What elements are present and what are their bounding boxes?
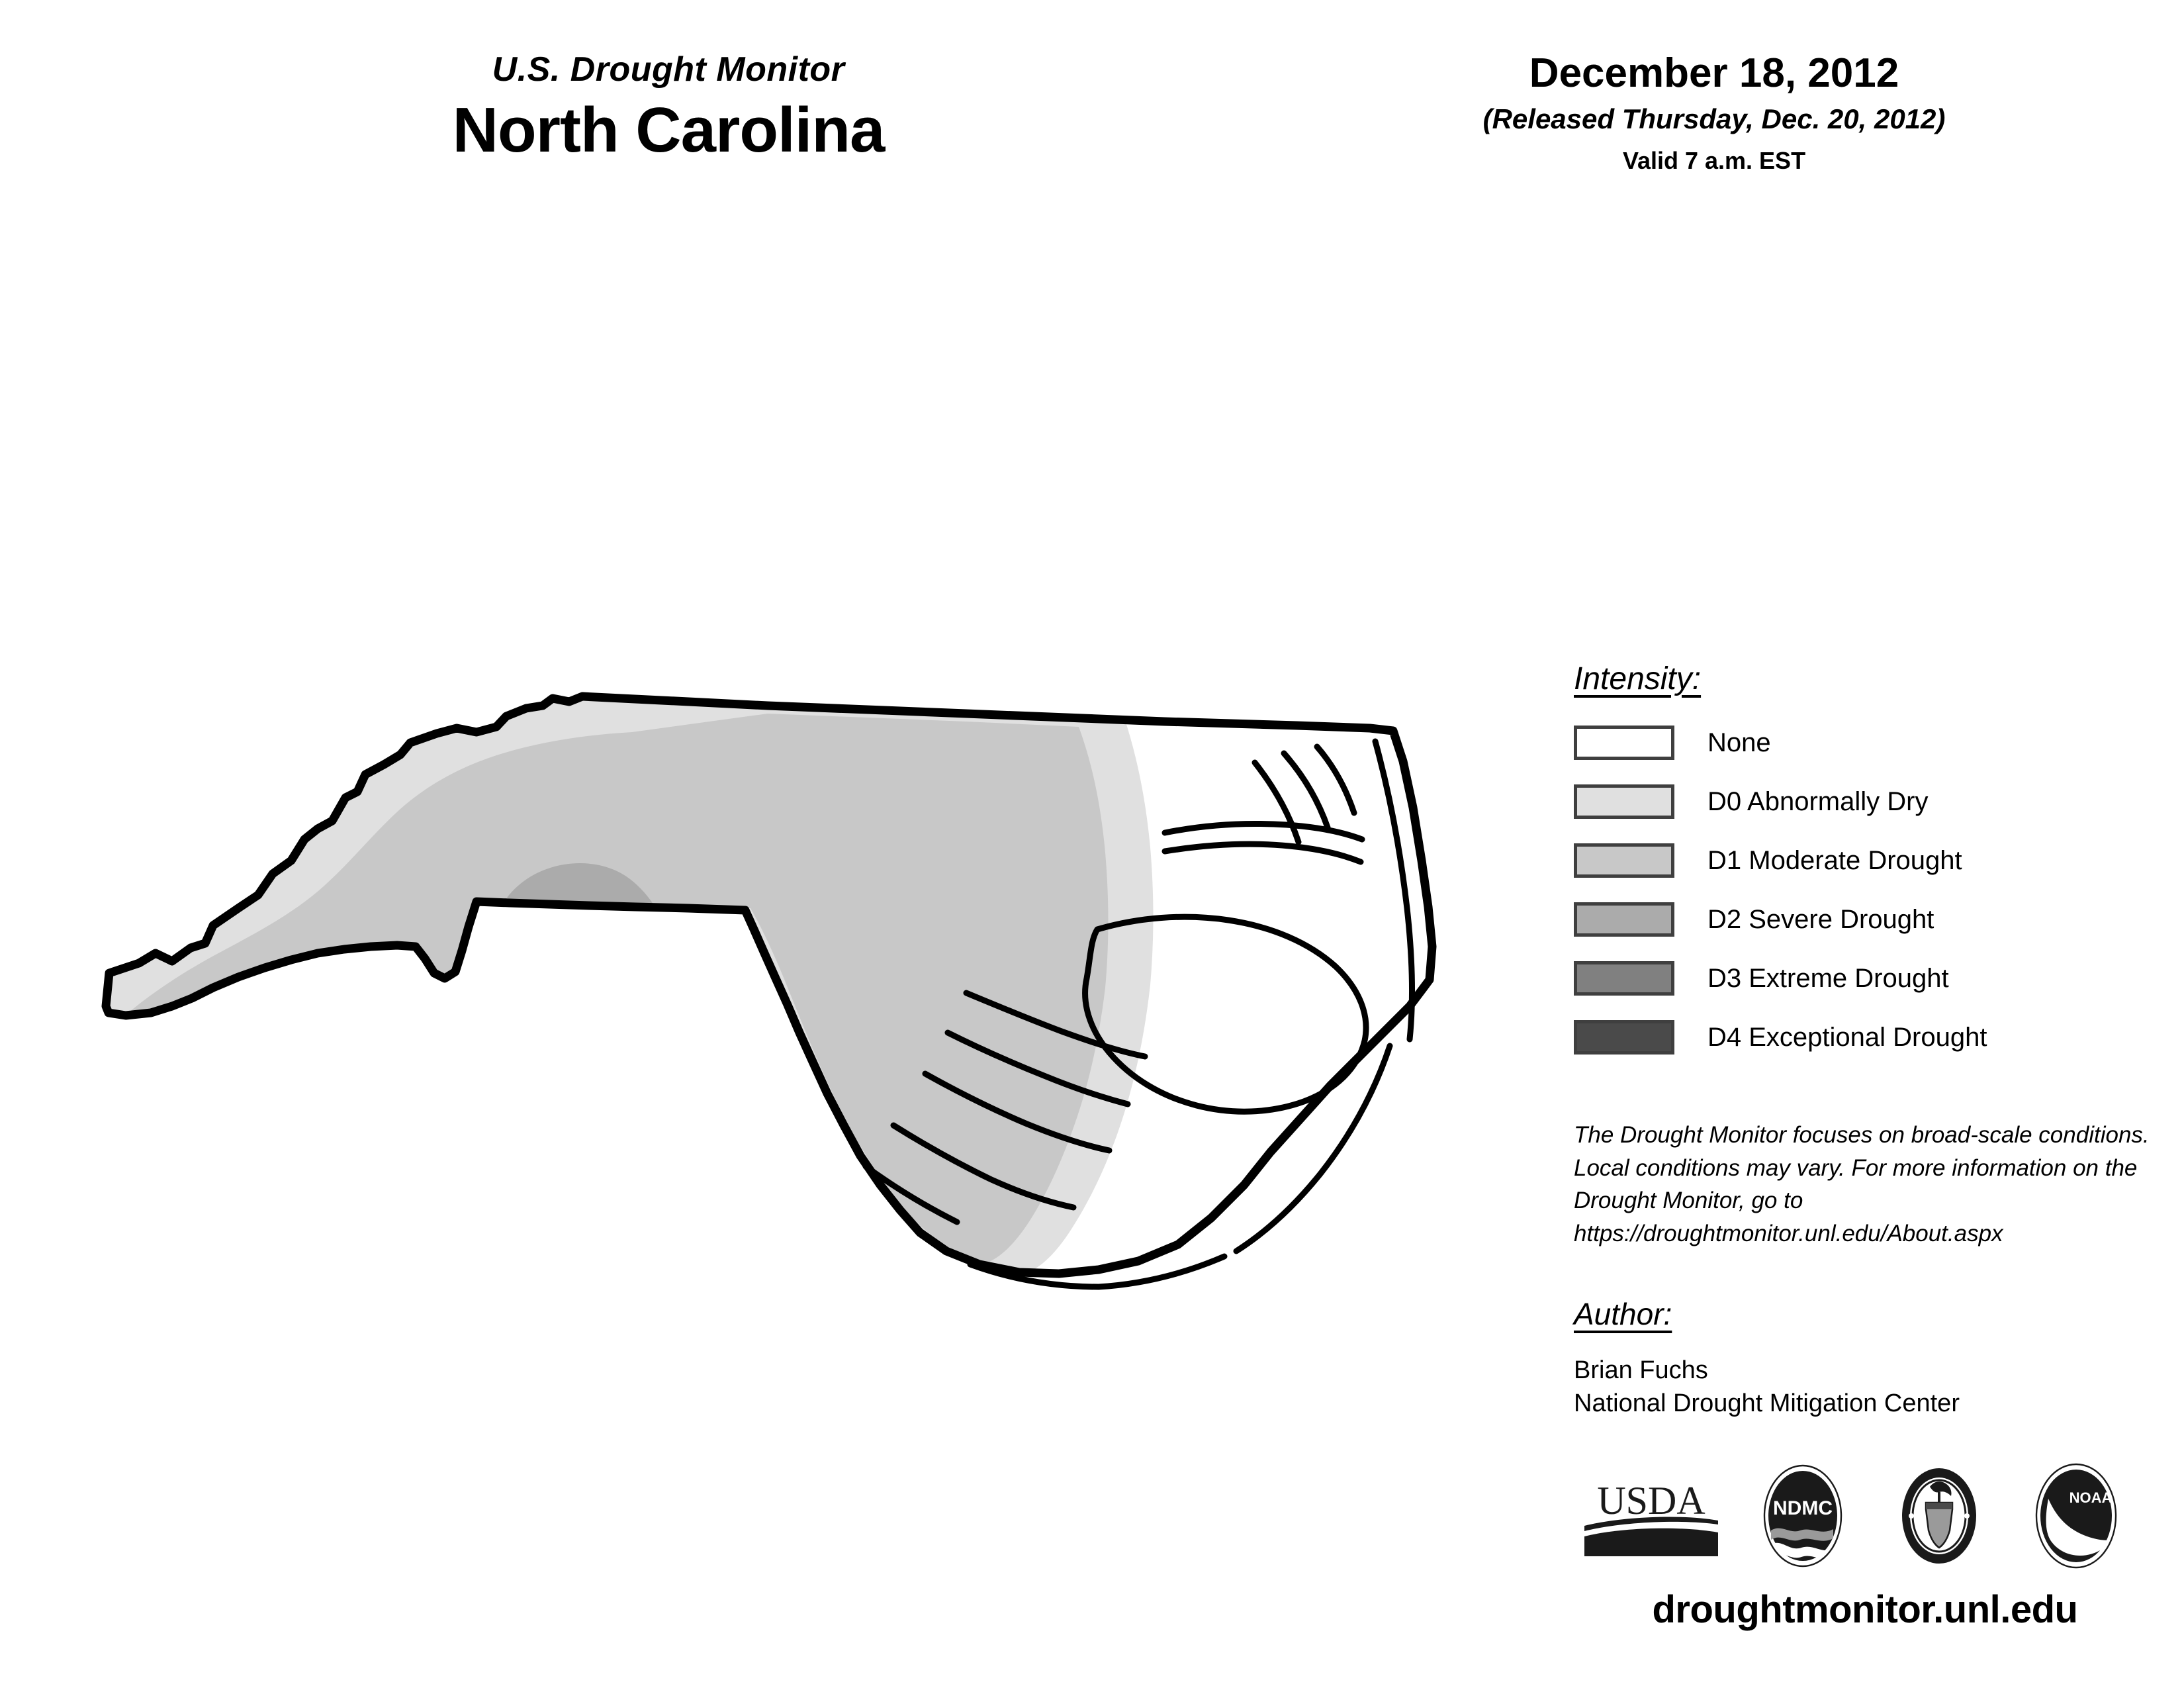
legend-label-d1: D1 Moderate Drought [1707,845,1962,875]
legend-items: None D0 Abnormally Dry D1 Moderate Droug… [1574,720,2156,1060]
noaa-logo: NOAA [2035,1463,2117,1568]
drought-monitor-kicker: U.S. Drought Monitor [492,50,845,89]
valid-time: Valid 7 a.m. EST [1622,147,1806,175]
legend-title: Intensity: [1574,661,1702,696]
page-title: North Carolina [452,94,886,165]
author-heading: Author: [1574,1297,1672,1331]
release-date: (Released Thursday, Dec. 20, 2012) [1482,103,1946,135]
footer-url[interactable]: droughtmonitor.unl.edu [1652,1588,2078,1631]
noaa-logo-text: NOAA [2070,1489,2113,1506]
state-outline [101,692,1437,1278]
author-block: Author: Brian Fuchs National Drought Mit… [1574,1297,2169,1420]
legend-item-none[interactable]: None [1574,720,2156,766]
usda-logo-text: USDA [1597,1479,1705,1523]
valid-date: December 18, 2012 [1529,50,1899,96]
legend-label-none: None [1707,727,1771,757]
legend-swatch-d0 [1574,784,1674,819]
legend-label-d4: D4 Exceptional Drought [1707,1022,1987,1052]
department-of-commerce-seal [1902,1468,1977,1564]
drought-area-d1 [106,714,1109,1263]
legend-item-d4[interactable]: D4 Exceptional Drought [1574,1014,2156,1060]
legend-swatch-d4 [1574,1019,1674,1055]
ndmc-logo-text: NDMC [1773,1497,1833,1519]
author-affiliation: National Drought Mitigation Center [1574,1389,1960,1417]
legend-swatch-d3 [1574,961,1674,996]
disclaimer-text: The Drought Monitor focuses on broad-sca… [1574,1122,2150,1247]
legend-label-d0: D0 Abnormally Dry [1707,786,1929,816]
agency-logos: USDA NDMC NOAA [1582,1456,2131,1575]
legend-label-d3: D3 Extreme Drought [1707,963,1949,993]
legend: Intensity: None D0 Abnormally Dry D1 Mod… [1574,661,2156,1073]
north-carolina-drought-map-svg [101,692,1437,1290]
ndmc-logo: NDMC [1763,1464,1842,1567]
legend-label-d2: D2 Severe Drought [1707,904,1934,934]
legend-swatch-d1 [1574,843,1674,878]
usda-logo: USDA [1584,1479,1718,1556]
legend-swatch-d2 [1574,902,1674,937]
legend-item-d2[interactable]: D2 Severe Drought [1574,896,2156,943]
title-block-right: December 18, 2012 (Released Thursday, De… [1377,52,2052,175]
coastal-water-outlines [862,738,1415,1290]
legend-item-d3[interactable]: D3 Extreme Drought [1574,955,2156,1002]
legend-item-d1[interactable]: D1 Moderate Drought [1574,837,2156,884]
legend-item-d0[interactable]: D0 Abnormally Dry [1574,778,2156,825]
drought-map [40,662,1549,1291]
author-name: Brian Fuchs [1574,1356,1708,1384]
title-block-left: U.S. Drought Monitor North Carolina [304,52,1032,164]
legend-swatch-none [1574,725,1674,760]
